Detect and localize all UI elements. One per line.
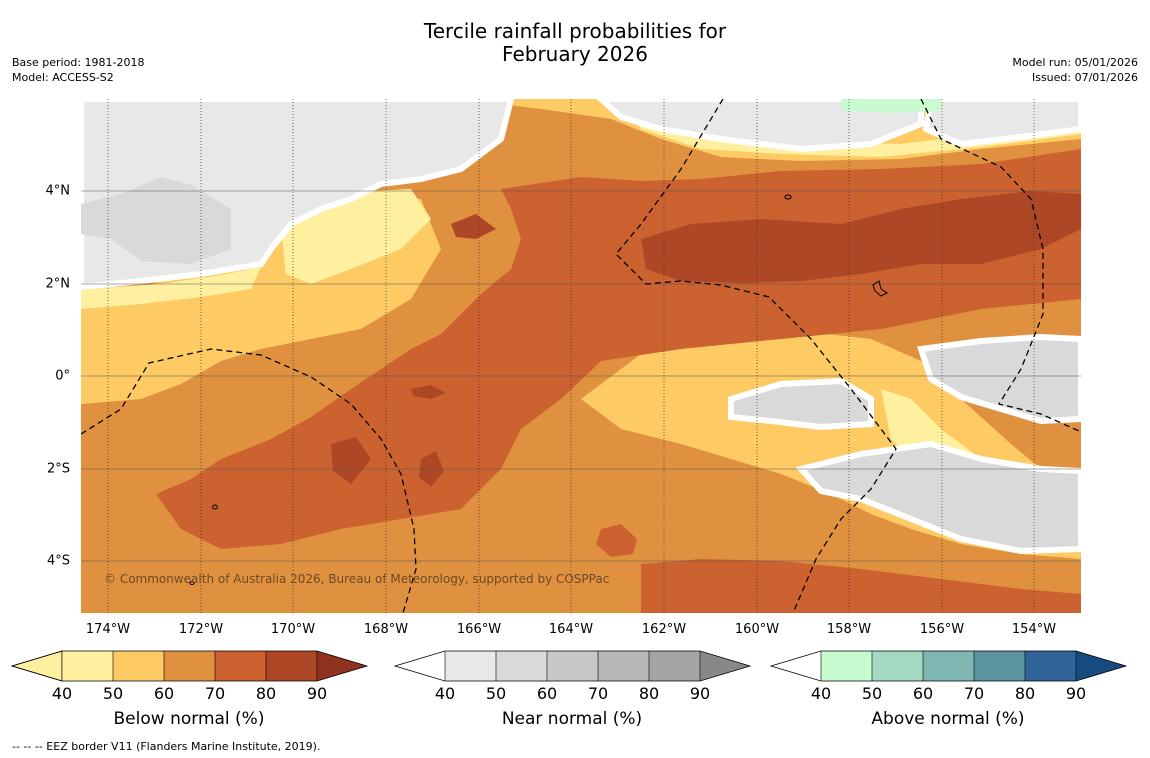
region-above-40-50	[841, 99, 941, 113]
y-tick-label: 4°S	[46, 553, 70, 569]
region-near-50-60-northwest	[81, 177, 231, 264]
colorbar-segment	[10, 650, 63, 682]
rainfall-probability-map	[81, 99, 1081, 613]
colorbar-segment	[547, 651, 598, 681]
colorbar-segment	[164, 651, 215, 681]
y-tick-label: 2°N	[45, 276, 71, 292]
colorbar-tick: 50	[102, 684, 124, 703]
eez-border-west	[81, 348, 417, 613]
colorbar-label-below: Below normal (%)	[113, 709, 265, 729]
colorbar-segment	[649, 651, 700, 681]
colorbar-segment	[62, 651, 113, 681]
region-below-70-80-south	[641, 559, 1081, 613]
colorbar-segment	[974, 651, 1025, 681]
colorbar-label-near: Near normal (%)	[501, 709, 643, 729]
y-tick-label: 4°N	[45, 183, 71, 199]
region-near-50-60-central	[728, 377, 874, 431]
colorbar-tick: 40	[810, 684, 832, 703]
region-below-80-90-patch-4	[411, 385, 446, 399]
x-tick-label: 154°W	[1011, 622, 1057, 637]
colorbar-segment	[1076, 651, 1126, 681]
colorbar-label-above: Above normal (%)	[871, 709, 1025, 729]
x-tick-label: 164°W	[548, 622, 594, 637]
colorbar-tick: 70	[587, 684, 609, 703]
model-run-text: Model run: 05/01/2026	[1012, 56, 1138, 69]
colorbar-tick: 40	[51, 684, 73, 703]
region-near-40-50-northeast	[922, 99, 1081, 148]
colorbar-tick: 40	[434, 684, 456, 703]
colorbar-tick: 80	[1014, 684, 1036, 703]
colorbar-segment	[215, 651, 266, 681]
colorbar-tick: 70	[204, 684, 226, 703]
colorbar-tick: 80	[255, 684, 277, 703]
colorbar-near-normal	[393, 650, 752, 682]
colorbar-above-normal	[769, 650, 1128, 682]
island	[872, 280, 888, 297]
x-tick-label: 156°W	[919, 622, 965, 637]
eez-border-east	[920, 99, 1080, 432]
x-tick-label: 158°W	[826, 622, 872, 637]
x-tick-label: 162°W	[641, 622, 687, 637]
colorbar-tick: 60	[912, 684, 934, 703]
graticule	[81, 190, 1081, 562]
colorbar-dividers	[444, 651, 701, 681]
metadata-left: Base period: 1981-2018 Model: ACCESS-S2	[12, 55, 144, 85]
x-tick-label: 160°W	[734, 622, 780, 637]
islands	[189, 194, 888, 585]
colorbar-segment	[598, 651, 649, 681]
colorbar-segment	[821, 651, 872, 681]
copyright-text: © Commonwealth of Australia 2026, Bureau…	[104, 572, 610, 586]
colorbar-segment	[317, 651, 367, 681]
region-below-80-90-patch-2	[331, 437, 371, 484]
colorbar-tick: 60	[153, 684, 175, 703]
island	[784, 194, 792, 200]
region-below-40-50-strip	[81, 267, 261, 309]
colorbar-segment	[496, 651, 547, 681]
region-near-50-60-east	[917, 333, 1081, 425]
model-text: Model: ACCESS-S2	[12, 71, 114, 84]
colorbar-below-normal	[10, 650, 369, 682]
colorbar-dividers	[61, 651, 318, 681]
colorbar-segment	[113, 651, 164, 681]
colorbar-tick: 70	[963, 684, 985, 703]
metadata-right: Model run: 05/01/2026 Issued: 07/01/2026	[1012, 55, 1138, 85]
colorbar-tick: 50	[485, 684, 507, 703]
base-period-text: Base period: 1981-2018	[12, 56, 145, 69]
title-line-1: Tercile rainfall probabilities for	[423, 19, 727, 43]
colorbar-dividers	[820, 651, 1077, 681]
eez-border-central	[615, 99, 897, 613]
colorbar-segment	[445, 651, 496, 681]
island	[212, 504, 218, 510]
colorbar-segment	[771, 651, 821, 681]
colorbar-segment	[872, 651, 923, 681]
region-below-80-90-east	[641, 191, 1081, 283]
issued-text: Issued: 07/01/2026	[1031, 71, 1138, 84]
colorbar-segment	[700, 651, 750, 681]
x-tick-label: 172°W	[178, 622, 224, 637]
title-line-2: February 2026	[502, 42, 648, 66]
region-below-70-80-patch	[596, 524, 637, 557]
eez-borders	[81, 99, 1080, 613]
colorbar-segment	[395, 651, 445, 681]
colorbar-tick: 50	[861, 684, 883, 703]
x-tick-label: 170°W	[270, 622, 316, 637]
colorbar-tick: 80	[638, 684, 660, 703]
eez-footnote: -- -- -- EEZ border V11 (Flanders Marine…	[12, 740, 321, 753]
island	[189, 581, 195, 585]
colorbar-tick: 90	[689, 684, 711, 703]
colorbar-tick: 90	[306, 684, 328, 703]
x-tick-label: 166°W	[456, 622, 502, 637]
colorbar-segment	[266, 651, 317, 681]
map-title: Tercile rainfall probabilities for Febru…	[0, 20, 1150, 66]
colorbar-tick: 60	[536, 684, 558, 703]
region-below-80-90-patch-1	[451, 214, 496, 239]
y-tick-label: 0°	[55, 368, 70, 384]
x-tick-label: 174°W	[85, 622, 131, 637]
y-tick-label: 2°S	[46, 461, 70, 477]
colorbar-segment	[1025, 651, 1076, 681]
colorbar-tick: 90	[1065, 684, 1087, 703]
colorbar-segment	[923, 651, 974, 681]
x-tick-label: 168°W	[363, 622, 409, 637]
